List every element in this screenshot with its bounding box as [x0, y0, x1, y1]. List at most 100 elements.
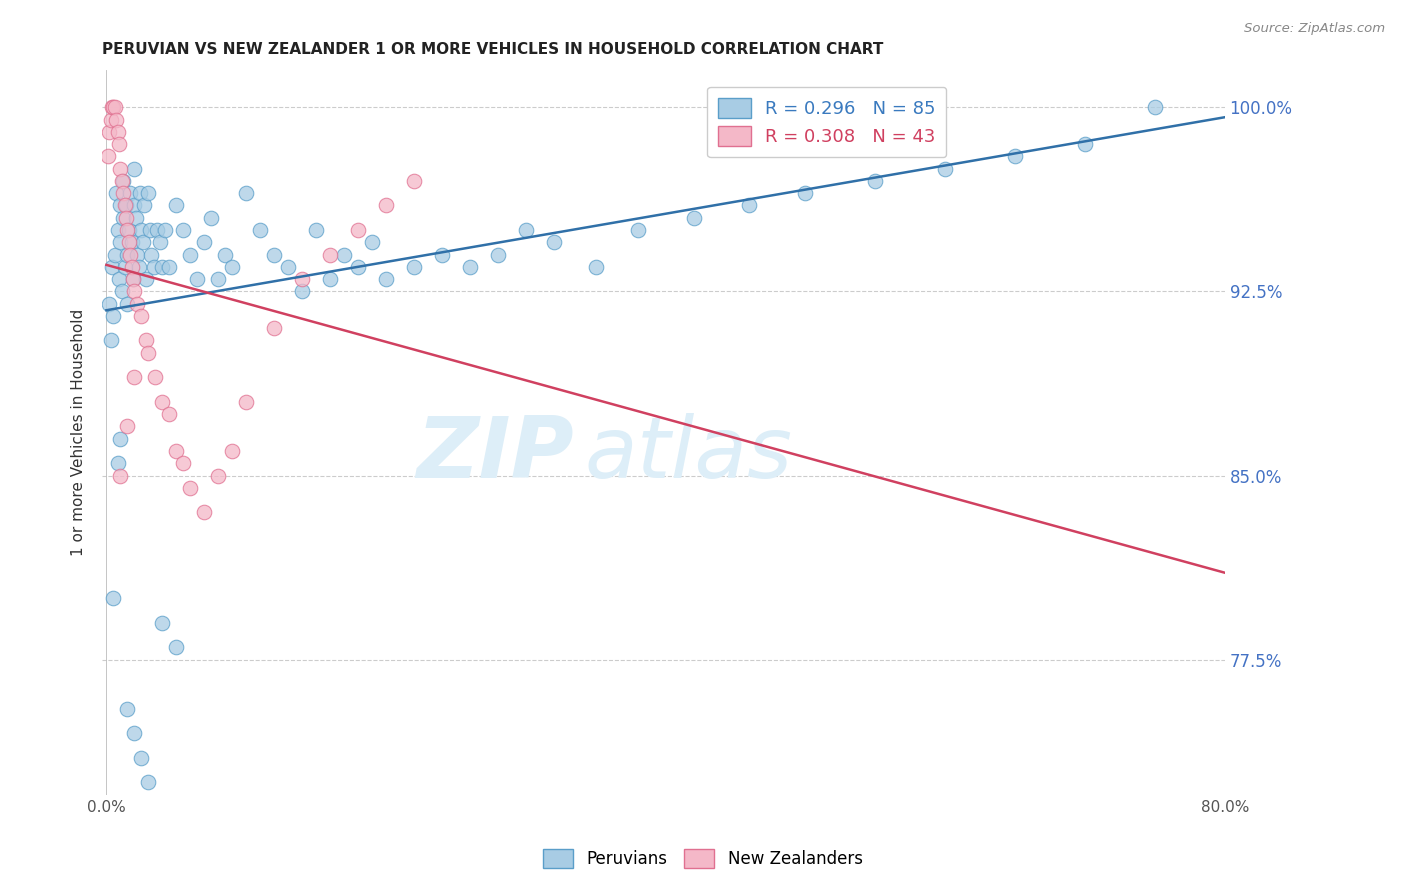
Point: [150, 615, 173, 630]
Point: [486, 247, 509, 261]
Point: [193, 235, 215, 250]
Point: [107, 223, 129, 237]
Point: [122, 272, 145, 286]
Point: [375, 272, 398, 286]
Point: [402, 174, 425, 188]
Point: [157, 260, 180, 274]
Point: [103, 100, 125, 114]
Point: [361, 235, 384, 250]
Point: [585, 260, 607, 274]
Point: [110, 432, 132, 446]
Point: [124, 198, 146, 212]
Point: [110, 235, 132, 250]
Point: [111, 285, 134, 299]
Text: PERUVIAN VS NEW ZEALANDER 1 OR MORE VEHICLES IN HOUSEHOLD CORRELATION CHART: PERUVIAN VS NEW ZEALANDER 1 OR MORE VEHI…: [103, 42, 883, 57]
Point: [165, 444, 187, 458]
Point: [117, 702, 139, 716]
Point: [132, 235, 155, 250]
Legend: R = 0.296   N = 85, R = 0.308   N = 43: R = 0.296 N = 85, R = 0.308 N = 43: [707, 87, 946, 157]
Point: [143, 370, 166, 384]
Point: [135, 272, 157, 286]
Point: [682, 211, 704, 225]
Point: [103, 591, 125, 606]
Point: [138, 775, 160, 789]
Point: [104, 247, 127, 261]
Point: [148, 235, 170, 250]
Point: [120, 186, 142, 201]
Point: [117, 247, 139, 261]
Point: [107, 456, 129, 470]
Point: [402, 260, 425, 274]
Point: [101, 260, 124, 274]
Point: [117, 296, 139, 310]
Point: [124, 370, 146, 384]
Point: [127, 247, 149, 261]
Point: [207, 468, 229, 483]
Point: [135, 334, 157, 348]
Point: [305, 223, 328, 237]
Point: [112, 174, 135, 188]
Point: [115, 211, 138, 225]
Point: [101, 100, 124, 114]
Point: [108, 137, 131, 152]
Point: [865, 174, 887, 188]
Point: [263, 321, 285, 335]
Point: [200, 211, 222, 225]
Point: [291, 272, 314, 286]
Point: [118, 223, 141, 237]
Point: [128, 260, 150, 274]
Point: [100, 334, 122, 348]
Point: [139, 247, 162, 261]
Point: [291, 285, 314, 299]
Legend: Peruvians, New Zealanders: Peruvians, New Zealanders: [537, 842, 869, 875]
Point: [112, 186, 135, 201]
Point: [124, 726, 146, 740]
Point: [111, 174, 134, 188]
Point: [249, 223, 271, 237]
Point: [138, 186, 160, 201]
Point: [319, 247, 342, 261]
Point: [124, 161, 146, 176]
Point: [172, 456, 194, 470]
Point: [115, 198, 138, 212]
Y-axis label: 1 or more Vehicles in Household: 1 or more Vehicles in Household: [72, 309, 86, 557]
Point: [117, 223, 139, 237]
Point: [207, 272, 229, 286]
Point: [103, 309, 125, 323]
Point: [165, 640, 187, 655]
Point: [120, 247, 142, 261]
Point: [117, 419, 139, 434]
Point: [1004, 149, 1026, 163]
Point: [110, 161, 132, 176]
Point: [131, 223, 153, 237]
Point: [131, 751, 153, 765]
Point: [108, 272, 131, 286]
Point: [138, 345, 160, 359]
Point: [125, 211, 148, 225]
Point: [430, 247, 453, 261]
Point: [347, 223, 370, 237]
Point: [153, 223, 176, 237]
Point: [121, 235, 143, 250]
Point: [114, 198, 136, 212]
Point: [105, 186, 128, 201]
Point: [235, 186, 257, 201]
Point: [347, 260, 370, 274]
Point: [186, 272, 208, 286]
Point: [157, 407, 180, 421]
Point: [375, 198, 398, 212]
Point: [263, 247, 285, 261]
Point: [150, 260, 173, 274]
Point: [1074, 137, 1097, 152]
Point: [934, 161, 956, 176]
Point: [235, 395, 257, 409]
Point: [193, 505, 215, 519]
Point: [626, 223, 648, 237]
Point: [124, 285, 146, 299]
Point: [221, 444, 243, 458]
Point: [221, 260, 243, 274]
Point: [142, 260, 165, 274]
Point: [179, 481, 201, 495]
Text: ZIP: ZIP: [416, 413, 574, 496]
Point: [127, 296, 149, 310]
